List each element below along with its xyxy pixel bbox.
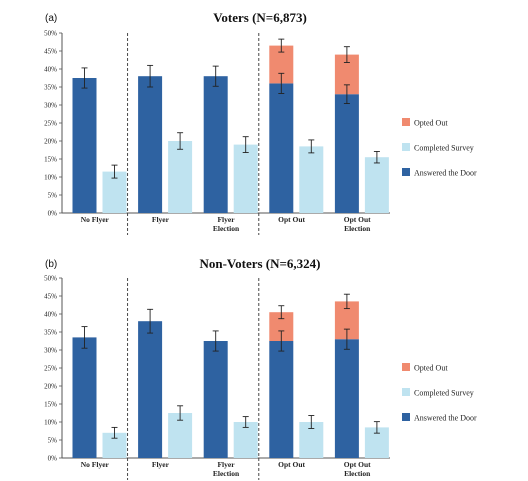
y-tick-label: 30% [44,347,57,355]
bar-answered-the-door [334,339,359,458]
legend-label: Opted Out [414,364,448,373]
legend-label: Answered the Door [414,169,477,178]
y-tick-label: 0% [48,455,58,463]
bar-completed-survey [233,422,258,458]
panel-non-voters: (b) Non-Voters (N=6,324) 0% 5% 10% 15% 20% 25… [44,256,477,480]
y-tick-label: 50% [44,275,57,283]
x-category-label: Opt Out [278,460,305,469]
x-category-label: No Flyer [81,215,110,224]
bar-completed-survey [364,157,389,213]
y-tick-label: 25% [44,120,57,128]
bar-answered-the-door [203,341,228,458]
y-tick-label: 30% [44,102,57,110]
y-tick-label: 20% [44,383,57,391]
legend-label: Completed Survey [414,389,474,398]
x-category-label: No Flyer [81,460,110,469]
x-category-label: Opt Out Election [344,460,371,478]
bar-answered-the-door [334,94,359,213]
x-category-label: Opt Out [278,215,305,224]
bar-completed-survey [299,146,324,213]
bar-answered-the-door [72,78,97,213]
panel-letter: (a) [45,13,57,24]
y-tick-label: 20% [44,138,57,146]
bar-answered-the-door [138,76,163,213]
bar-answered-the-door [269,341,294,458]
bar-answered-the-door [138,321,163,458]
y-tick-label: 10% [44,419,57,427]
bar-answered-the-door [72,337,97,458]
legend-swatch [402,363,410,371]
bar-answered-the-door [203,76,228,213]
x-category-label: Flyer [152,460,170,469]
bar-completed-survey [233,144,258,213]
legend-label: Answered the Door [414,414,477,423]
legend-swatch [402,143,410,151]
legend-label: Completed Survey [414,144,474,153]
x-category-label: Flyer [152,215,170,224]
y-tick-label: 5% [48,437,58,445]
y-tick-label: 15% [44,401,57,409]
x-category-label: Opt Out Election [344,215,371,233]
legend-label: Opted Out [414,119,448,128]
x-category-label: Flyer Election [213,215,240,233]
y-tick-label: 35% [44,84,57,92]
legend-swatch [402,388,410,396]
y-tick-label: 40% [44,66,57,74]
y-tick-label: 45% [44,48,57,56]
panel-letter: (b) [45,259,57,270]
panel-title: Voters (N=6,873) [213,10,307,25]
legend-swatch [402,413,410,421]
y-tick-label: 0% [48,210,58,218]
y-tick-label: 50% [44,30,57,38]
y-tick-label: 5% [48,192,58,200]
legend-swatch [402,118,410,126]
y-tick-label: 15% [44,156,57,164]
panel-title: Non-Voters (N=6,324) [199,256,320,271]
bar-completed-survey [168,141,193,213]
panel-voters: (a) Voters (N=6,873) 0% 5% 10% 15% 20% 25% 30%… [44,10,477,235]
legend-swatch [402,168,410,176]
y-tick-label: 40% [44,311,57,319]
y-tick-label: 10% [44,174,57,182]
y-tick-label: 35% [44,329,57,337]
x-category-label: Flyer Election [213,460,240,478]
bar-answered-the-door [269,83,294,214]
y-tick-label: 25% [44,365,57,373]
y-tick-label: 45% [44,293,57,301]
